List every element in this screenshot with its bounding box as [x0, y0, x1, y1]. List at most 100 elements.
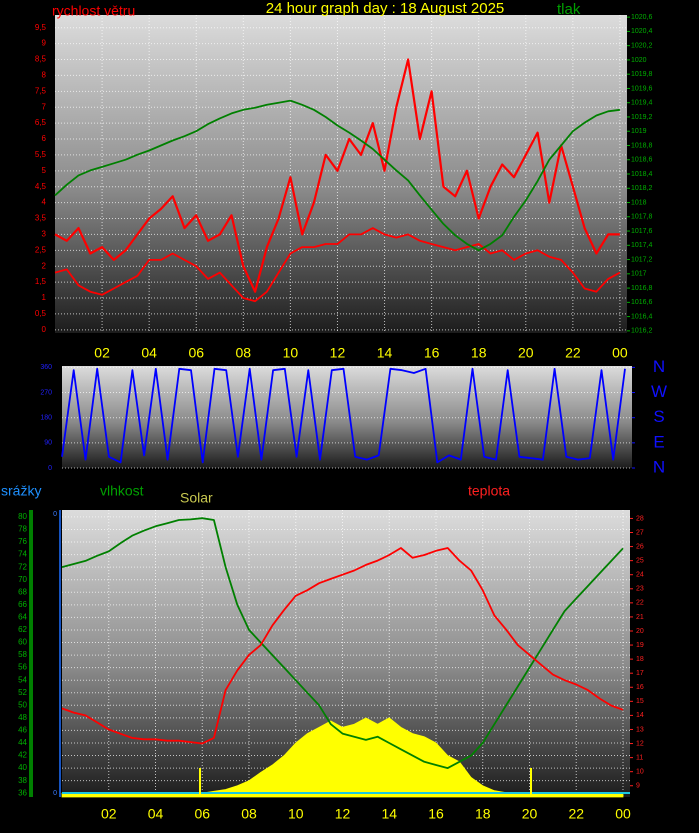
x-tick-label: 10 — [283, 345, 299, 361]
legend-label: vlhkost — [100, 483, 144, 499]
y-tick-label: 4 — [42, 198, 47, 207]
series-line — [61, 367, 626, 464]
y-tick-label: 1,5 — [35, 277, 47, 286]
y2-tick-label: 13 — [636, 726, 644, 733]
rain-tick-label: 0 — [53, 790, 57, 797]
y-tick-label: 38 — [18, 776, 27, 785]
y2-tick-label: 16 — [636, 684, 644, 691]
y2-tick-label: 1017,4 — [631, 242, 653, 249]
legend-label: teplota — [468, 483, 510, 499]
y-tick-label: 0 — [48, 465, 52, 472]
x-tick-label: 08 — [241, 806, 257, 822]
y2-tick-label: 18 — [636, 656, 644, 663]
y2-tick-label: 1019,8 — [631, 71, 653, 78]
overlay: 24 hour graph day : 18 August 2025 rychl… — [1, 0, 630, 797]
y2-tick-label: 1020,6 — [631, 14, 653, 21]
x-tick-label: 16 — [428, 806, 444, 822]
y2-tick-label: 1017,6 — [631, 228, 653, 235]
y-tick-label: 72 — [18, 562, 27, 571]
y-tick-label: 5,5 — [35, 150, 47, 159]
x-tick-label: 04 — [141, 345, 157, 361]
x-tick-label: 08 — [236, 345, 252, 361]
y2-tick-label: 1019,2 — [631, 114, 653, 121]
y-tick-label: 58 — [18, 650, 27, 659]
y-tick-label: 54 — [18, 675, 27, 684]
y-tick-label: 0 — [42, 325, 47, 334]
x-tick-label: 04 — [148, 806, 164, 822]
y-tick-label: 8 — [42, 71, 47, 80]
y2-tick-label: 1019,4 — [631, 100, 653, 107]
y-tick-label: 52 — [18, 688, 27, 697]
y2-tick-label: 17 — [636, 670, 644, 677]
y-tick-label: 90 — [44, 440, 52, 447]
y-tick-label: 64 — [18, 612, 27, 621]
y-tick-label: 36 — [18, 788, 27, 797]
legend-label: rychlost větru — [52, 3, 135, 19]
y-tick-label: 68 — [18, 587, 27, 596]
y-tick-label: 50 — [18, 700, 27, 709]
y-tick-label: 3 — [42, 230, 47, 239]
y-tick-label: 80 — [18, 512, 27, 521]
y2-tick-label: 21 — [636, 614, 644, 621]
y2-tick-label: 10 — [636, 769, 644, 776]
y-tick-label: 8,5 — [35, 55, 47, 64]
y-tick-label: 2,5 — [35, 245, 47, 254]
y-tick-label: 270 — [40, 389, 52, 396]
y-tick-label: 360 — [40, 364, 52, 371]
y-tick-label: 66 — [18, 600, 27, 609]
y2-tick-label: 1020,2 — [631, 43, 653, 50]
humidity-axis-bar — [29, 510, 33, 797]
y2-tick-label: 1016,8 — [631, 285, 653, 292]
x-tick-label: 12 — [330, 345, 346, 361]
y-tick-label: 48 — [18, 713, 27, 722]
x-tick-label: 14 — [377, 345, 393, 361]
y2-tick-label: 1018,6 — [631, 157, 653, 164]
y2-tick-label: 20 — [636, 628, 644, 635]
x-tick-label: 20 — [522, 806, 538, 822]
series-line — [54, 99, 621, 252]
y2-tick-label: 26 — [636, 543, 644, 550]
x-tick-label: 00 — [612, 345, 628, 361]
y2-tick-label: 11 — [636, 754, 643, 761]
y-tick-label: 76 — [18, 537, 27, 546]
y2-tick-label: 1019,6 — [631, 85, 653, 92]
y-tick-label: 46 — [18, 726, 27, 735]
y2-tick-label: 1016,2 — [631, 328, 653, 335]
y2-tick-label: 1019 — [631, 128, 647, 135]
x-tick-label: 20 — [518, 345, 534, 361]
y-tick-label: 3,5 — [35, 214, 47, 223]
y2-tick-label: 1018,2 — [631, 185, 653, 192]
y-tick-label: 7 — [42, 102, 47, 111]
y2-tick-label: 1016,6 — [631, 299, 653, 306]
y-tick-label: 180 — [40, 415, 52, 422]
x-tick-label: 22 — [568, 806, 584, 822]
plots: 0 0,5 1 1,5 2 2,5 3 3,5 4 4,5 5 5,5 6 6,5 7 7,5 8 8,5 9 9,5… — [18, 14, 667, 822]
y-tick-label: 1 — [42, 293, 47, 302]
y-tick-label: 44 — [18, 738, 27, 747]
x-tick-label: 12 — [335, 806, 351, 822]
y2-tick-label: W — [651, 382, 667, 401]
y2-tick-label: 9 — [636, 783, 640, 790]
y-tick-label: 9,5 — [35, 23, 47, 32]
axis-label: srážky — [1, 483, 41, 499]
series-line — [61, 517, 624, 769]
legend-label: Solar — [180, 490, 213, 506]
y2-tick-label: 1020 — [631, 57, 647, 64]
y2-tick-label: S — [653, 407, 664, 426]
y2-tick-label: 1016,4 — [631, 313, 653, 320]
x-tick-label: 18 — [471, 345, 487, 361]
y2-tick-label: 1018,4 — [631, 171, 653, 178]
y2-tick-label: 25 — [636, 557, 644, 564]
y2-tick-label: 28 — [636, 515, 644, 522]
y2-tick-label: 1017,2 — [631, 256, 653, 263]
x-tick-label: 10 — [288, 806, 304, 822]
y-tick-label: 74 — [18, 550, 27, 559]
y-tick-label: 4,5 — [35, 182, 47, 191]
y2-tick-label: 1020,4 — [631, 28, 653, 35]
rain-tick-label: 0 — [53, 511, 57, 518]
y2-tick-label: N — [653, 357, 665, 376]
y2-tick-label: 1018 — [631, 199, 647, 206]
y2-tick-label: 27 — [636, 529, 644, 536]
